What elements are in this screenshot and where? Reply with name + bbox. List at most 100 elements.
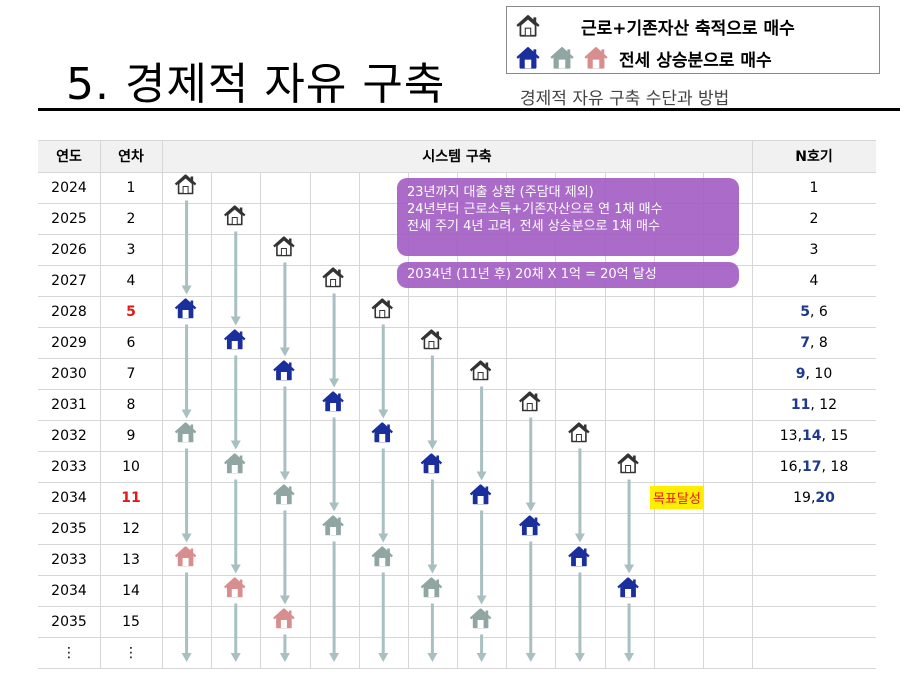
seq-cell: 15 xyxy=(122,613,140,630)
house-outline-icon xyxy=(322,267,344,288)
title-underline xyxy=(38,108,900,111)
grid-col-line xyxy=(605,172,606,668)
grid-col-line xyxy=(752,140,753,668)
house-pink-icon xyxy=(224,577,246,598)
timeline-arrow-head xyxy=(329,653,340,662)
house-blue-icon xyxy=(371,422,393,443)
n-unit-plain: , 8 xyxy=(809,334,828,351)
header-system: 시스템 구축 xyxy=(162,140,752,172)
house-outline-icon xyxy=(224,205,246,226)
house-outline-icon xyxy=(420,329,443,350)
year-cell: 2027 xyxy=(51,272,87,289)
seq-cell: 11 xyxy=(121,489,141,506)
timeline-arrow-head xyxy=(181,533,192,543)
grid-col-line xyxy=(506,172,507,668)
n-unit-cell: 9, 10 xyxy=(752,358,876,389)
grid-row-line xyxy=(38,668,876,669)
grid-col-line xyxy=(211,172,212,668)
timeline-arrow-head xyxy=(230,564,241,574)
legend-row-purchase: 근로+기존자산 축적으로 매수 xyxy=(507,13,795,39)
grid-col-line xyxy=(310,172,311,668)
house-outline-icon xyxy=(515,13,541,39)
timeline-arrow-head xyxy=(378,533,389,543)
house-blue-icon xyxy=(273,360,295,381)
n-unit-plain: 19, xyxy=(793,489,816,506)
timeline-arrow-head xyxy=(624,653,635,662)
n-unit-new: 7 xyxy=(800,334,810,351)
timeline-arrow-head xyxy=(525,653,536,662)
year-cell: 2030 xyxy=(51,365,87,382)
year-cell: 2035 xyxy=(51,613,87,630)
timeline-arrow-head xyxy=(181,285,192,295)
seq-cell: 14 xyxy=(122,582,140,599)
page-title: 5. 경제적 자유 구축 xyxy=(66,59,446,110)
n-unit-new: 9 xyxy=(795,365,806,382)
house-outline-icon xyxy=(617,453,639,474)
house-gray-icon xyxy=(273,484,295,505)
timeline-arrow-head xyxy=(230,653,241,662)
house-blue-icon xyxy=(515,45,541,71)
legend-text-jeonse: 전세 상승분으로 매수 xyxy=(619,50,772,71)
legend-box: 근로+기존자산 축적으로 매수 전세 상승분으로 매수 xyxy=(506,6,880,74)
n-unit-plain: , 10 xyxy=(805,365,833,382)
house-outline-icon xyxy=(273,236,295,257)
timeline-arrow-head xyxy=(378,653,389,662)
plan-line-2: 24년부터 근로소득+기존자산으로 연 1채 매수 xyxy=(407,202,663,217)
house-gray-icon xyxy=(371,546,393,567)
year-cell: 2031 xyxy=(51,396,87,413)
house-blue-icon xyxy=(568,546,590,567)
timeline-arrow-head xyxy=(279,653,290,662)
grid-col-line xyxy=(359,172,360,668)
timeline-arrow-head xyxy=(476,471,487,481)
timeline-arrow-head xyxy=(230,316,241,326)
house-gray-icon xyxy=(174,422,197,443)
header-seq: 연차 xyxy=(100,140,162,172)
legend-text-purchase: 근로+기존자산 축적으로 매수 xyxy=(581,18,795,39)
house-outline-icon xyxy=(519,391,541,412)
timeline-arrow-head xyxy=(476,595,487,605)
grid-col-line xyxy=(408,172,409,668)
plan-line-1: 23년까지 대출 상환 (주담대 제외) xyxy=(407,185,594,200)
n-unit-plain: , 12 xyxy=(810,396,838,413)
plan-bubble: 23년까지 대출 상환 (주담대 제외) 24년부터 근로소득+기존자산으로 연… xyxy=(397,178,739,256)
seq-cell: 5 xyxy=(126,303,136,320)
year-cell: 2032 xyxy=(51,427,87,444)
timeline-arrow-head xyxy=(574,533,585,543)
seq-cell: 10 xyxy=(122,458,140,475)
grid-col-line xyxy=(555,172,556,668)
seq-cell: 9 xyxy=(126,427,136,444)
house-blue-icon xyxy=(519,515,541,536)
house-gray-icon xyxy=(224,453,246,474)
house-blue-icon xyxy=(224,329,246,350)
year-cell: 2026 xyxy=(51,241,87,258)
timeline-arrow-head xyxy=(181,653,192,662)
year-cell: 2034 xyxy=(51,582,87,599)
year-cell: 2029 xyxy=(51,334,87,351)
grid-col-line xyxy=(100,140,101,668)
timeline-arrow-head xyxy=(624,564,635,574)
year-cell: 2033 xyxy=(51,458,87,475)
n-unit-cell: 2 xyxy=(752,203,876,234)
year-cell: 2035 xyxy=(51,520,87,537)
house-pink-icon xyxy=(583,45,609,71)
house-blue-icon xyxy=(322,391,344,412)
timeline-arrow-head xyxy=(279,595,290,605)
timeline-arrow-head xyxy=(329,502,340,512)
year-cell: 2024 xyxy=(51,179,87,196)
n-unit-plain: 1 xyxy=(809,179,819,196)
timeline-arrow-head xyxy=(427,653,438,662)
n-unit-plain: 16, xyxy=(779,458,803,475)
goal-achieved-label: 목표달성 xyxy=(650,486,704,509)
house-gray-icon xyxy=(322,515,344,536)
year-cell: 2028 xyxy=(51,303,87,320)
plan-line-3: 전세 주기 4년 고려, 전세 상승분으로 1채 매수 xyxy=(407,219,660,234)
house-gray-icon xyxy=(420,577,443,598)
n-unit-new: 14 xyxy=(802,427,822,444)
n-unit-new: 20 xyxy=(815,489,835,506)
seq-cell: ⋮ xyxy=(124,644,138,661)
n-unit-plain: , 18 xyxy=(821,458,849,475)
page-subtitle: 경제적 자유 구축 수단과 방법 xyxy=(520,89,730,109)
seq-cell: 13 xyxy=(122,551,140,568)
n-unit-cell: 19, 20 xyxy=(752,482,876,513)
